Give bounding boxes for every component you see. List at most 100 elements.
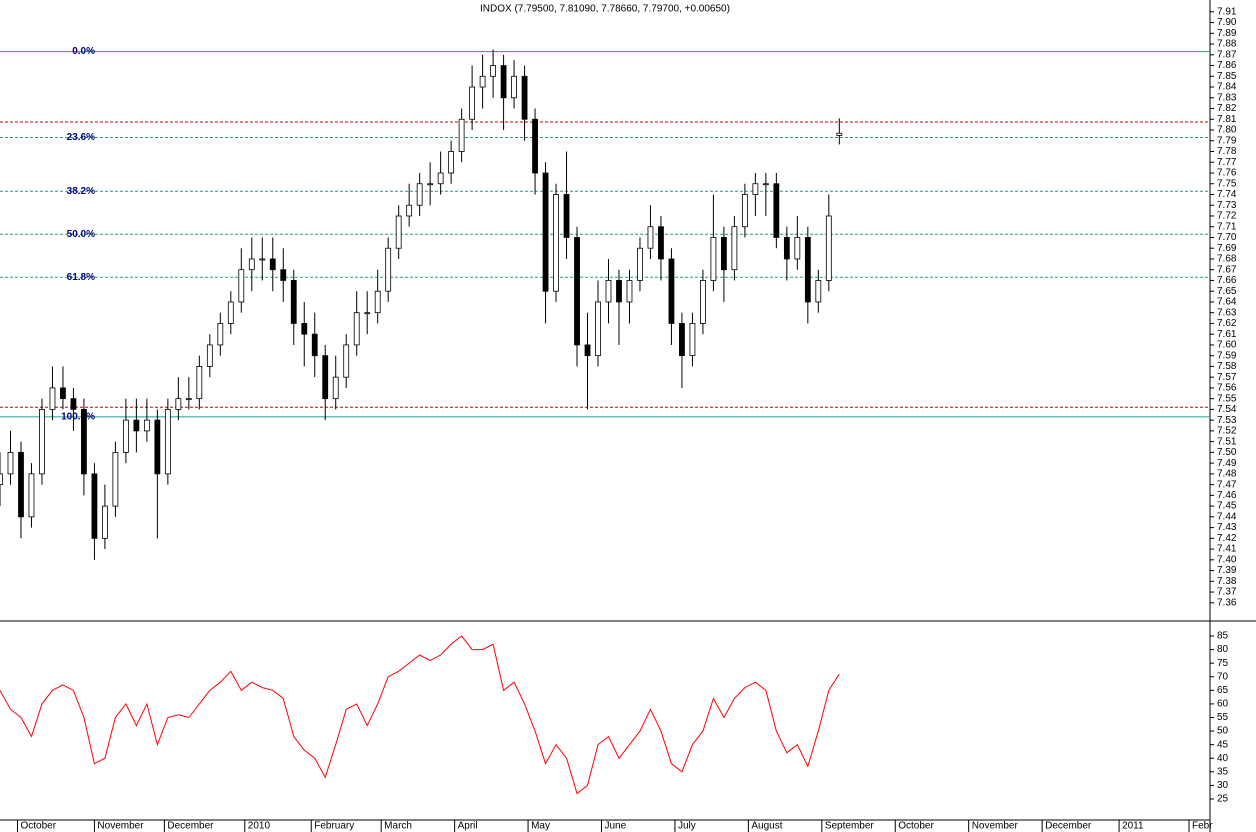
y-tick-label: 30 <box>1217 780 1229 791</box>
candle-body <box>479 75 486 88</box>
candle-body <box>710 237 717 281</box>
x-tick-label: May <box>531 821 550 832</box>
candle-body <box>416 183 423 206</box>
candle-body <box>185 398 192 401</box>
candle-body <box>490 65 496 77</box>
candle-body <box>427 183 434 186</box>
candle-body <box>343 344 350 378</box>
y-tick-label: 7.62 <box>1217 318 1237 329</box>
x-tick-label: September <box>825 821 875 832</box>
fib-label: 100.0% <box>61 412 95 423</box>
candle-body <box>584 344 591 357</box>
y-tick-label: 7.52 <box>1217 426 1237 437</box>
candle-body <box>301 323 308 335</box>
candle-body <box>553 194 559 292</box>
candle-body <box>532 118 538 174</box>
candle-body <box>815 280 822 303</box>
y-tick-label: 7.38 <box>1217 576 1237 587</box>
candle-body <box>259 258 266 261</box>
candle-body <box>500 65 507 99</box>
candle-body <box>700 280 706 324</box>
x-tick-label: October <box>20 821 56 832</box>
y-tick-label: 7.73 <box>1217 200 1237 211</box>
x-tick-label: June <box>605 821 627 832</box>
y-tick-label: 7.43 <box>1217 522 1237 533</box>
y-tick-label: 7.56 <box>1217 383 1237 394</box>
candle-body <box>605 280 612 303</box>
candle-body <box>469 86 476 120</box>
y-tick-label: 7.63 <box>1217 307 1237 318</box>
candle-body <box>563 194 570 238</box>
y-tick-label: 7.60 <box>1217 340 1237 351</box>
candle-body <box>406 204 413 217</box>
x-tick-label: 2011 <box>1122 821 1144 832</box>
candle-body <box>689 323 696 357</box>
candle-body <box>81 408 87 475</box>
candle-body <box>752 183 759 195</box>
y-tick-label: 7.64 <box>1217 297 1237 308</box>
y-tick-label: 7.88 <box>1217 39 1237 50</box>
candle-body <box>133 419 140 432</box>
y-tick-label: 7.66 <box>1217 275 1237 286</box>
candle-body <box>18 451 24 518</box>
candle-body <box>102 505 108 539</box>
y-tick-label: 7.68 <box>1217 254 1237 265</box>
candle-body <box>290 280 297 324</box>
x-tick-label: October <box>898 821 934 832</box>
candle-body <box>70 398 77 410</box>
rsi-line <box>0 635 840 795</box>
candle-body <box>458 118 465 152</box>
y-tick-label: 7.54 <box>1217 404 1237 415</box>
y-tick-label: 25 <box>1217 794 1229 805</box>
candle-body <box>783 237 790 260</box>
x-tick-label: December <box>1045 821 1092 832</box>
fib-label: 38.2% <box>67 186 95 197</box>
y-tick-label: 7.37 <box>1217 587 1237 598</box>
y-tick-label: 7.36 <box>1217 597 1237 608</box>
candle-body <box>437 172 444 185</box>
y-tick-label: 7.72 <box>1217 211 1237 222</box>
candle-body <box>217 323 224 346</box>
y-tick-label: 7.87 <box>1217 49 1237 60</box>
candle-body <box>122 419 129 453</box>
fib-label: 23.6% <box>67 132 95 143</box>
x-tick-label: December <box>167 821 214 832</box>
y-tick-label: 7.76 <box>1217 168 1237 179</box>
y-tick-label: 7.69 <box>1217 243 1237 254</box>
y-tick-label: 50 <box>1217 726 1229 737</box>
candle-body <box>143 419 150 432</box>
candle-body <box>731 226 738 271</box>
y-tick-label: 70 <box>1217 671 1229 682</box>
y-tick-label: 7.85 <box>1217 71 1237 82</box>
candle-body <box>39 408 45 475</box>
y-tick-label: 35 <box>1217 766 1229 777</box>
y-tick-label: 7.78 <box>1217 146 1237 157</box>
candle-body <box>542 172 549 292</box>
y-tick-label: 75 <box>1217 658 1229 669</box>
y-tick-label: 7.49 <box>1217 458 1237 469</box>
y-tick-label: 7.40 <box>1217 554 1237 565</box>
candle-body <box>0 473 3 486</box>
y-tick-label: 7.89 <box>1217 28 1237 39</box>
x-tick-label: March <box>384 821 412 832</box>
y-tick-label: 7.48 <box>1217 469 1237 480</box>
chart-title: INDOX (7.79500, 7.81090, 7.78660, 7.7970… <box>480 4 730 15</box>
candle-body <box>238 269 245 303</box>
y-tick-label: 7.57 <box>1217 372 1237 383</box>
candle-body <box>206 344 213 367</box>
candle-body <box>311 333 318 357</box>
candle-body <box>332 376 339 400</box>
candle-body <box>574 237 580 346</box>
candle-body <box>280 269 287 281</box>
y-tick-label: 7.45 <box>1217 501 1237 512</box>
candle-body <box>647 226 654 249</box>
candle-body <box>762 183 769 186</box>
candle-body <box>595 301 601 357</box>
candle-body <box>227 301 234 324</box>
y-tick-label: 7.83 <box>1217 92 1237 103</box>
y-tick-label: 7.71 <box>1217 221 1237 232</box>
candle-body <box>248 258 255 271</box>
candle-body <box>175 398 182 410</box>
candle-body <box>7 451 14 475</box>
